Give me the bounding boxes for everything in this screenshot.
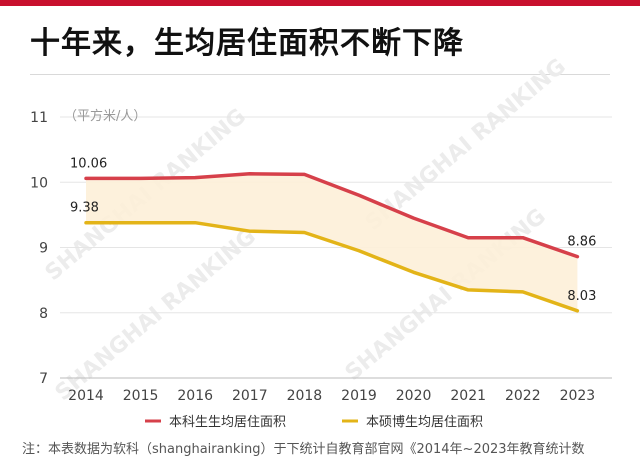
gap-band — [86, 173, 578, 311]
x-tick-label: 2021 — [450, 388, 486, 404]
x-tick-label: 2016 — [177, 388, 213, 404]
x-tick-label: 2019 — [341, 388, 377, 404]
legend: 本科生生均居住面积 本硕博生均居住面积 — [145, 415, 483, 430]
series-gap-band — [86, 173, 578, 311]
chart-title: 十年来，生均居住面积不断下降 — [30, 26, 464, 61]
postgrad-series-line — [84, 220, 580, 313]
footnote: 注：本表数据为软科（shanghairanking）于下统计自教育部官网《201… — [22, 442, 585, 457]
data-label: 10.06 — [70, 156, 107, 171]
data-labels: 10.06 9.38 8.86 8.03 — [70, 156, 596, 303]
y-tick-label: 11 — [30, 110, 48, 126]
undergrad-series-line — [84, 172, 580, 259]
y-tick-label: 10 — [30, 175, 48, 191]
y-axis-ticks: 7 8 9 10 11 — [30, 110, 48, 387]
x-tick-label: 2022 — [505, 388, 541, 404]
y-tick-label: 7 — [39, 371, 48, 387]
x-tick-label: 2020 — [396, 388, 432, 404]
data-label: 9.38 — [70, 201, 99, 216]
x-tick-label: 2017 — [232, 388, 268, 404]
x-axis-ticks: 2014 2015 2016 2017 2018 2019 2020 2021 2022 2023 — [68, 388, 595, 404]
title-divider — [30, 74, 610, 75]
y-tick-label: 8 — [39, 306, 48, 322]
top-accent-bar — [0, 0, 640, 6]
x-tick-label: 2014 — [68, 388, 104, 404]
x-tick-label: 2015 — [123, 388, 159, 404]
legend-label: 本科生生均居住面积 — [169, 415, 286, 430]
series-lines — [84, 172, 580, 313]
x-tick-label: 2018 — [287, 388, 323, 404]
legend-label: 本硕博生均居住面积 — [366, 415, 483, 430]
data-label: 8.86 — [567, 235, 596, 250]
x-tick-label: 2023 — [560, 388, 596, 404]
y-axis-unit-label: （平方米/人） — [64, 108, 146, 124]
y-tick-label: 9 — [39, 241, 48, 257]
data-label: 8.03 — [567, 289, 596, 304]
